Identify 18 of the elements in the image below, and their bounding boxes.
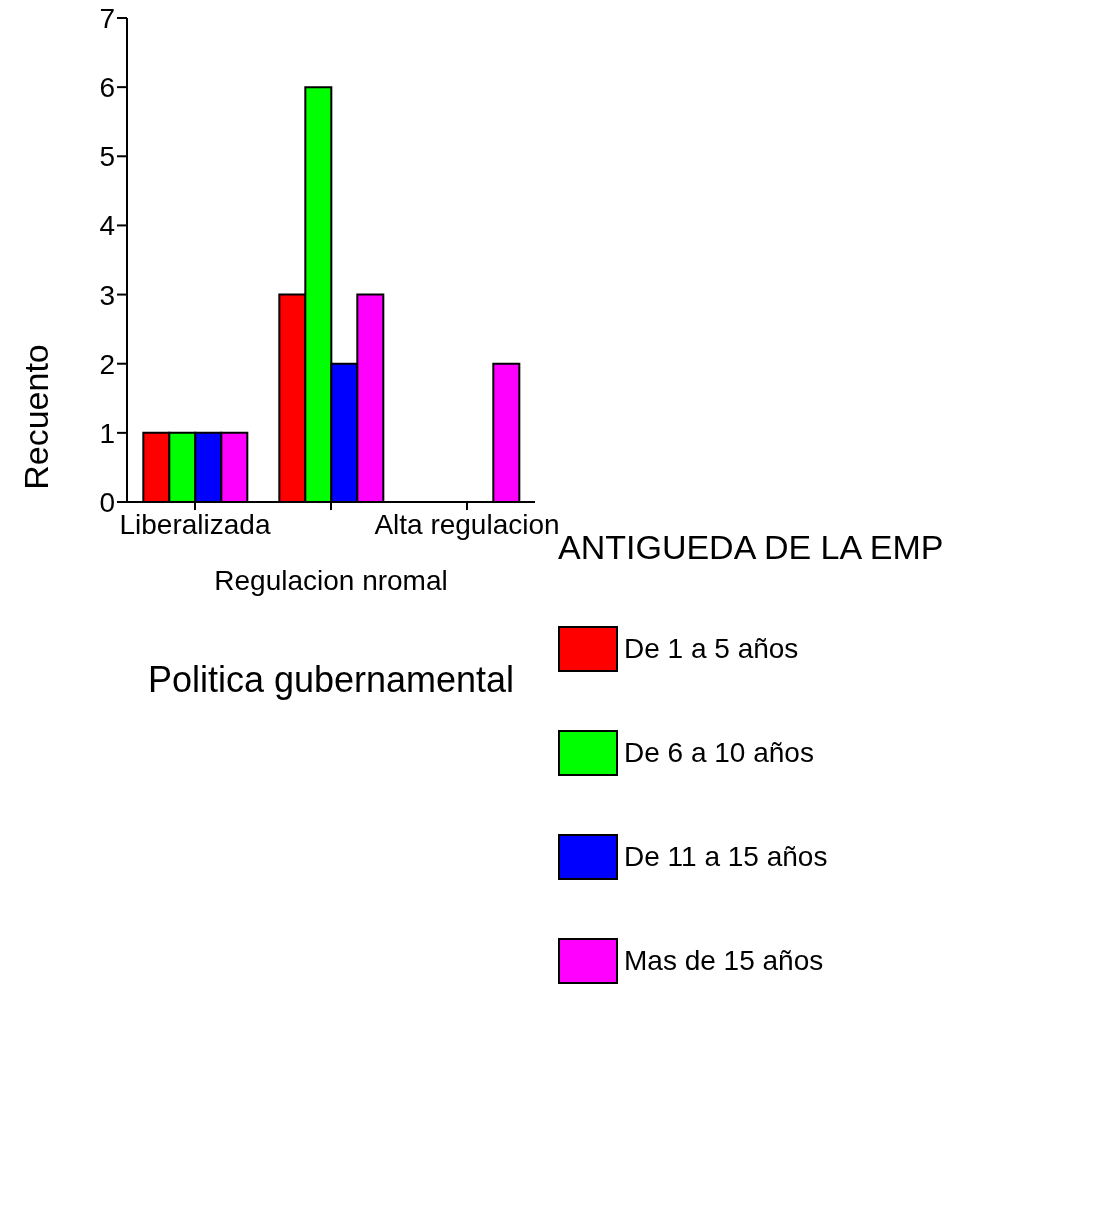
y-tick-label: 7 [99,2,115,34]
y-tick-label: 5 [99,141,115,173]
legend-label: De 1 a 5 años [624,633,799,665]
y-axis-title: Recuento [17,344,55,490]
y-tick-label: 3 [99,279,115,311]
y-tick-label: 6 [99,72,115,104]
legend-label: De 6 a 10 años [624,737,814,769]
y-tick-label: 2 [99,348,115,380]
y-tick-label: 4 [99,210,115,242]
x-tick-label: Regulacion nromal [214,565,448,596]
legend-title: ANTIGUEDA DE LA EMP [558,528,945,567]
legend-label: Mas de 15 años [624,945,824,977]
legend-label: De 11 a 15 años [624,841,828,873]
x-tick-label: Liberalizada [119,509,271,540]
y-tick-label: 1 [99,417,115,449]
x-axis-title: Politica gubernamental [147,659,515,700]
y-tick-label: 0 [99,486,115,518]
x-tick-label: Alta regulacion [374,509,560,540]
